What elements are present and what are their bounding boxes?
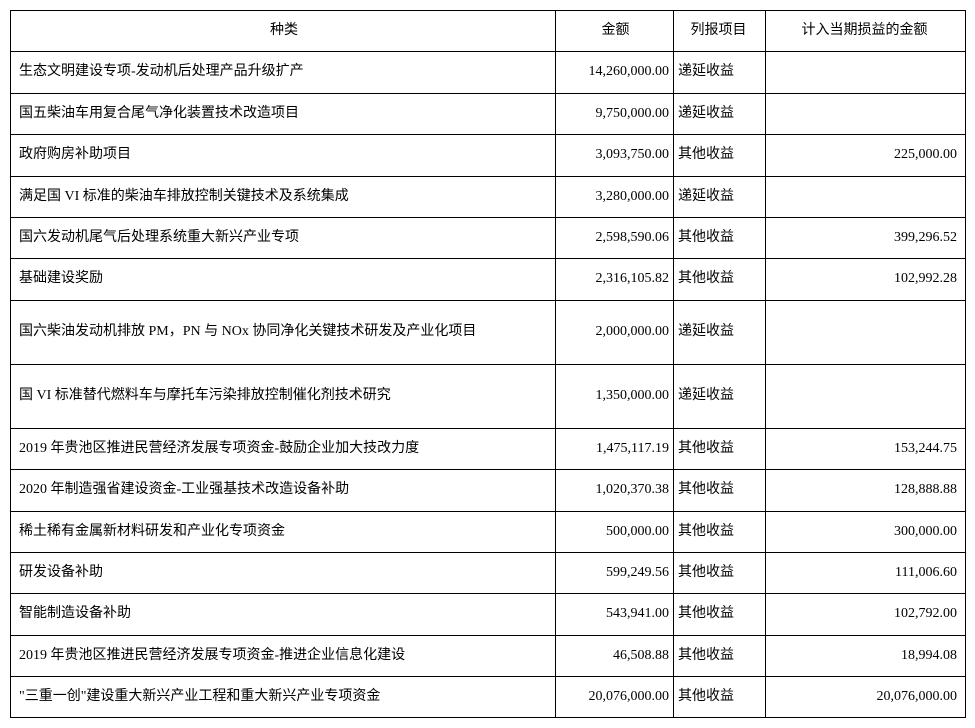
cell-item: 其他收益 — [674, 217, 766, 258]
cell-amount: 543,941.00 — [556, 594, 674, 635]
cell-amount: 2,000,000.00 — [556, 300, 674, 364]
cell-category: 生态文明建设专项-发动机后处理产品升级扩产 — [11, 52, 556, 93]
cell-item: 其他收益 — [674, 635, 766, 676]
cell-item: 其他收益 — [674, 552, 766, 593]
cell-amount: 3,280,000.00 — [556, 176, 674, 217]
cell-amount: 1,020,370.38 — [556, 470, 674, 511]
cell-income: 18,994.08 — [766, 635, 966, 676]
cell-category: 国五柴油车用复合尾气净化装置技术改造项目 — [11, 93, 556, 134]
cell-income: 20,076,000.00 — [766, 677, 966, 718]
cell-item: 递延收益 — [674, 364, 766, 428]
cell-category: 智能制造设备补助 — [11, 594, 556, 635]
cell-income: 225,000.00 — [766, 135, 966, 176]
cell-income: 153,244.75 — [766, 428, 966, 469]
table-row: 2019 年贵池区推进民营经济发展专项资金-鼓励企业加大技改力度1,475,11… — [11, 428, 966, 469]
cell-category: 研发设备补助 — [11, 552, 556, 593]
header-income: 计入当期损益的金额 — [766, 11, 966, 52]
cell-income — [766, 52, 966, 93]
cell-item: 递延收益 — [674, 176, 766, 217]
cell-amount: 500,000.00 — [556, 511, 674, 552]
cell-income: 102,992.28 — [766, 259, 966, 300]
table-row: "三重一创"建设重大新兴产业工程和重大新兴产业专项资金20,076,000.00… — [11, 677, 966, 718]
cell-amount: 14,260,000.00 — [556, 52, 674, 93]
cell-item: 其他收益 — [674, 677, 766, 718]
table-row: 智能制造设备补助543,941.00其他收益102,792.00 — [11, 594, 966, 635]
cell-category: 稀土稀有金属新材料研发和产业化专项资金 — [11, 511, 556, 552]
cell-item: 其他收益 — [674, 135, 766, 176]
cell-category: 2019 年贵池区推进民营经济发展专项资金-推进企业信息化建设 — [11, 635, 556, 676]
table-row: 2019 年贵池区推进民营经济发展专项资金-推进企业信息化建设46,508.88… — [11, 635, 966, 676]
table-container: 种类 金额 列报项目 计入当期损益的金额 生态文明建设专项-发动机后处理产品升级… — [10, 10, 965, 718]
cell-category: 2019 年贵池区推进民营经济发展专项资金-鼓励企业加大技改力度 — [11, 428, 556, 469]
table-row: 研发设备补助599,249.56其他收益111,006.60 — [11, 552, 966, 593]
table-row: 国六柴油发动机排放 PM，PN 与 NOx 协同净化关键技术研发及产业化项目2,… — [11, 300, 966, 364]
table-row: 2020 年制造强省建设资金-工业强基技术改造设备补助1,020,370.38其… — [11, 470, 966, 511]
cell-item: 其他收益 — [674, 428, 766, 469]
cell-amount: 3,093,750.00 — [556, 135, 674, 176]
cell-category: 国六发动机尾气后处理系统重大新兴产业专项 — [11, 217, 556, 258]
cell-amount: 46,508.88 — [556, 635, 674, 676]
cell-amount: 20,076,000.00 — [556, 677, 674, 718]
cell-income: 128,888.88 — [766, 470, 966, 511]
cell-amount: 2,316,105.82 — [556, 259, 674, 300]
cell-category: 政府购房补助项目 — [11, 135, 556, 176]
cell-income: 300,000.00 — [766, 511, 966, 552]
cell-income — [766, 364, 966, 428]
table-row: 政府购房补助项目3,093,750.00其他收益225,000.00 — [11, 135, 966, 176]
cell-category: "三重一创"建设重大新兴产业工程和重大新兴产业专项资金 — [11, 677, 556, 718]
data-table: 种类 金额 列报项目 计入当期损益的金额 生态文明建设专项-发动机后处理产品升级… — [10, 10, 966, 718]
header-amount: 金额 — [556, 11, 674, 52]
cell-income: 102,792.00 — [766, 594, 966, 635]
cell-item: 递延收益 — [674, 300, 766, 364]
cell-amount: 9,750,000.00 — [556, 93, 674, 134]
cell-item: 其他收益 — [674, 259, 766, 300]
cell-category: 国六柴油发动机排放 PM，PN 与 NOx 协同净化关键技术研发及产业化项目 — [11, 300, 556, 364]
cell-income — [766, 176, 966, 217]
cell-item: 其他收益 — [674, 511, 766, 552]
cell-item: 其他收益 — [674, 470, 766, 511]
table-row: 国五柴油车用复合尾气净化装置技术改造项目9,750,000.00递延收益 — [11, 93, 966, 134]
cell-amount: 599,249.56 — [556, 552, 674, 593]
table-row: 国六发动机尾气后处理系统重大新兴产业专项2,598,590.06其他收益399,… — [11, 217, 966, 258]
cell-amount: 1,475,117.19 — [556, 428, 674, 469]
table-head: 种类 金额 列报项目 计入当期损益的金额 — [11, 11, 966, 52]
cell-amount: 1,350,000.00 — [556, 364, 674, 428]
cell-category: 满足国 VI 标准的柴油车排放控制关键技术及系统集成 — [11, 176, 556, 217]
cell-category: 2020 年制造强省建设资金-工业强基技术改造设备补助 — [11, 470, 556, 511]
cell-amount: 2,598,590.06 — [556, 217, 674, 258]
cell-item: 其他收益 — [674, 594, 766, 635]
cell-income — [766, 93, 966, 134]
table-row: 稀土稀有金属新材料研发和产业化专项资金500,000.00其他收益300,000… — [11, 511, 966, 552]
cell-income: 399,296.52 — [766, 217, 966, 258]
table-row: 生态文明建设专项-发动机后处理产品升级扩产14,260,000.00递延收益 — [11, 52, 966, 93]
table-row: 基础建设奖励2,316,105.82其他收益102,992.28 — [11, 259, 966, 300]
cell-category: 国 VI 标准替代燃料车与摩托车污染排放控制催化剂技术研究 — [11, 364, 556, 428]
header-item: 列报项目 — [674, 11, 766, 52]
cell-category: 基础建设奖励 — [11, 259, 556, 300]
header-row: 种类 金额 列报项目 计入当期损益的金额 — [11, 11, 966, 52]
table-body: 生态文明建设专项-发动机后处理产品升级扩产14,260,000.00递延收益国五… — [11, 52, 966, 718]
cell-income — [766, 300, 966, 364]
cell-item: 递延收益 — [674, 52, 766, 93]
cell-item: 递延收益 — [674, 93, 766, 134]
table-row: 满足国 VI 标准的柴油车排放控制关键技术及系统集成3,280,000.00递延… — [11, 176, 966, 217]
cell-income: 111,006.60 — [766, 552, 966, 593]
header-category: 种类 — [11, 11, 556, 52]
table-row: 国 VI 标准替代燃料车与摩托车污染排放控制催化剂技术研究1,350,000.0… — [11, 364, 966, 428]
